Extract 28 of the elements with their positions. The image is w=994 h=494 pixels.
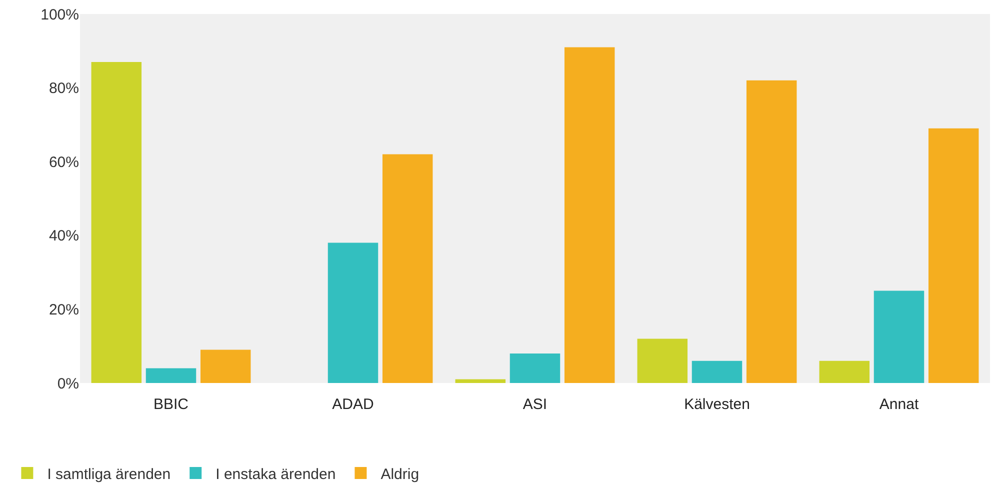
bar xyxy=(819,360,870,383)
bar xyxy=(328,242,378,383)
bar xyxy=(637,338,688,383)
bar xyxy=(746,80,797,383)
y-tick-label: 40% xyxy=(48,228,79,245)
y-tick-label: 20% xyxy=(48,301,79,318)
bar xyxy=(692,360,742,383)
bar xyxy=(455,379,506,383)
y-tick-label: 60% xyxy=(48,154,79,171)
bar xyxy=(91,62,142,383)
x-tick-label: ADAD xyxy=(332,396,374,413)
legend-label: I samtliga ärenden xyxy=(47,466,171,483)
bar xyxy=(146,368,196,383)
legend-label: Aldrig xyxy=(380,466,420,483)
x-tick-label: ASI xyxy=(522,396,548,413)
x-tick-label: Annat xyxy=(879,396,920,413)
bar xyxy=(874,290,924,383)
legend-label: I enstaka ärenden xyxy=(216,466,336,483)
y-tick-label: 0% xyxy=(57,375,79,392)
y-tick-label: 100% xyxy=(40,6,79,24)
x-tick-label: Kälvesten xyxy=(684,396,750,413)
bar xyxy=(200,350,251,383)
bar xyxy=(510,353,560,383)
bar xyxy=(564,47,615,383)
bar xyxy=(382,154,433,383)
y-tick-label: 80% xyxy=(48,80,79,98)
x-tick-label: BBIC xyxy=(153,396,189,413)
bar xyxy=(928,128,979,383)
